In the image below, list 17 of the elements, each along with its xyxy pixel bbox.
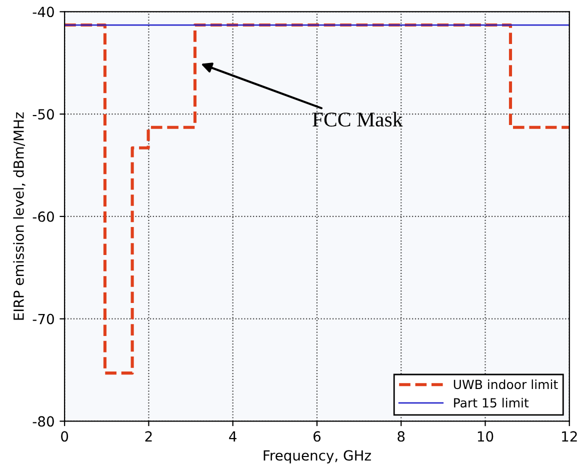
y-tick-label: -40	[32, 6, 54, 18]
x-tick-label: 2	[145, 431, 152, 442]
annotation: FCC Mask	[312, 112, 403, 127]
x-axis-title: Frequency, GHz	[264, 450, 371, 464]
y-tick-label: -60	[32, 211, 54, 222]
x-tick-label: 10	[478, 431, 494, 442]
x-tick-label: 12	[562, 431, 577, 442]
x-tick-label: 0	[61, 431, 68, 442]
x-tick-label: 4	[229, 431, 236, 442]
y-tick-label: -70	[32, 314, 54, 324]
x-tick-label: 8	[398, 431, 405, 442]
y-axis-title: EIRP emission level, dBm/MHz	[13, 112, 26, 320]
y-tick-label: -80	[32, 416, 54, 427]
x-tick-label: 6	[314, 431, 321, 442]
legend-label: UWB indoor limit	[454, 380, 558, 390]
legend-label: Part 15 limit	[454, 398, 529, 408]
y-tick-label: -50	[32, 109, 54, 120]
